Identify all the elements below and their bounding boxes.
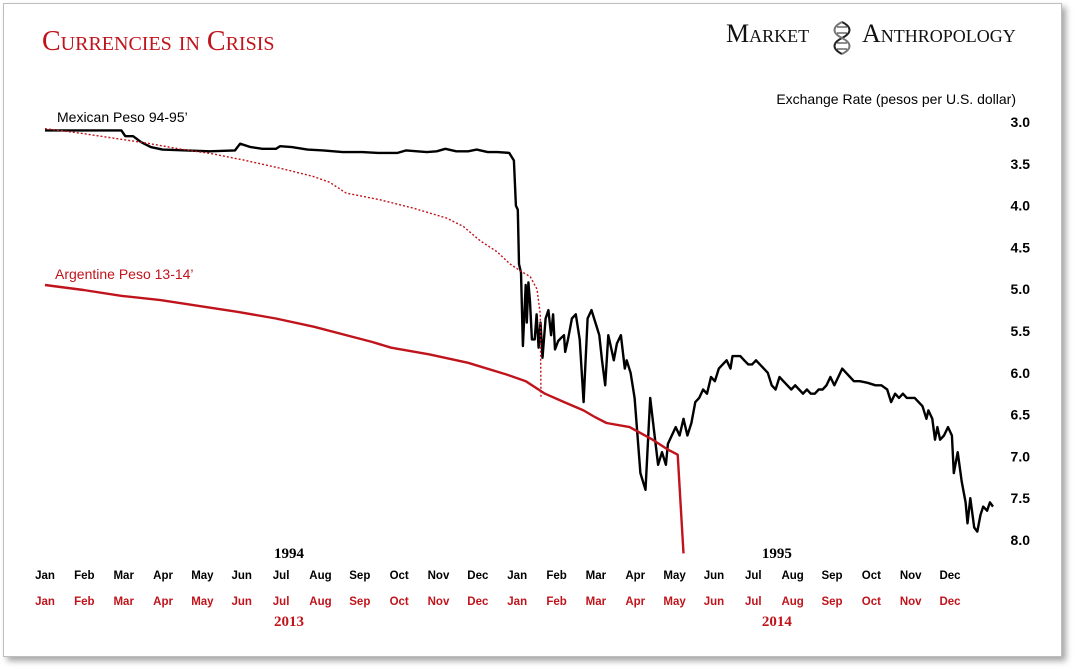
y-tick-label: 3.5 xyxy=(1011,156,1031,172)
x-tick-label-black: Nov xyxy=(900,570,922,582)
x-tick-label-black: Jul xyxy=(745,570,762,582)
series-argentine-peso xyxy=(44,283,685,554)
x-tick-label-black: Aug xyxy=(309,570,331,582)
x-tick-label-red: Sep xyxy=(349,596,370,608)
x-tick-label-black: Sep xyxy=(821,570,842,582)
y-tick-label: 8.0 xyxy=(1011,532,1031,548)
year-label-black: 1994 xyxy=(274,546,305,562)
x-tick-label-black: Feb xyxy=(546,570,566,582)
x-tick-label-red: Aug xyxy=(309,596,331,608)
y-axis-label: Exchange Rate (pesos per U.S. dollar) xyxy=(776,91,1016,107)
x-tick-label-black: Jun xyxy=(232,570,252,582)
x-tick-label-red: Nov xyxy=(428,596,450,608)
y-tick-label: 4.0 xyxy=(1011,198,1031,214)
x-tick-label-black: Apr xyxy=(153,570,173,582)
brand-logo: Market Anthropology xyxy=(726,19,1016,55)
x-tick-label-red: Feb xyxy=(74,596,94,608)
x-tick-label-black: Jul xyxy=(273,570,290,582)
x-tick-label-black: Jun xyxy=(704,570,724,582)
x-tick-label-red: Apr xyxy=(153,596,173,608)
x-tick-label-black: Aug xyxy=(781,570,803,582)
x-tick-label-red: May xyxy=(663,596,686,608)
x-tick-label-black: Mar xyxy=(586,570,607,582)
y-tick-label: 6.5 xyxy=(1011,407,1031,423)
x-tick-label-red: Dec xyxy=(467,596,489,608)
legend-argentine: Argentine Peso 13-14’ xyxy=(55,266,194,282)
x-tick-label-red: Jun xyxy=(232,596,252,608)
x-axis-years: 1994 1995 2013 2014 xyxy=(274,546,792,630)
y-tick-label: 6.0 xyxy=(1011,365,1031,381)
x-tick-label-black: Dec xyxy=(467,570,489,582)
y-tick-label: 7.5 xyxy=(1011,490,1031,506)
x-tick-label-black: Feb xyxy=(74,570,94,582)
x-tick-label-black: May xyxy=(663,570,686,582)
year-label-black: 1995 xyxy=(762,546,792,562)
x-axis-months-1994-1995: Jan Feb Mar Apr May Jun Jul Aug Sep Oct Nov Dec Jan F… xyxy=(35,570,961,582)
x-tick-label-red: Mar xyxy=(113,596,134,608)
x-tick-label-red: Dec xyxy=(939,596,961,608)
x-tick-label-black: Mar xyxy=(113,570,134,582)
x-tick-label-red: Jul xyxy=(273,596,290,608)
x-tick-label-black: May xyxy=(191,570,214,582)
x-tick-label-red: Jul xyxy=(745,596,762,608)
y-axis-ticks: 3.0 3.5 4.0 4.5 5.0 5.5 6.0 6.5 7.0 7.5 8.0 xyxy=(1011,114,1031,548)
x-tick-label-red: Nov xyxy=(900,596,922,608)
x-tick-label-red: Sep xyxy=(821,596,842,608)
year-label-red: 2014 xyxy=(762,614,793,630)
x-tick-label-red: Apr xyxy=(625,596,645,608)
x-tick-label-red: Oct xyxy=(390,596,409,608)
x-tick-label-black: Jan xyxy=(35,570,55,582)
y-tick-label: 3.0 xyxy=(1011,114,1031,130)
y-tick-label: 5.0 xyxy=(1011,281,1031,297)
x-tick-label-red: Jan xyxy=(35,596,55,608)
legend-mexican: Mexican Peso 94-95’ xyxy=(57,109,188,125)
x-tick-label-red: Aug xyxy=(781,596,803,608)
y-tick-label: 7.0 xyxy=(1011,448,1031,464)
year-label-red: 2013 xyxy=(274,614,304,630)
x-tick-label-black: Oct xyxy=(862,570,881,582)
x-tick-label-black: Oct xyxy=(390,570,409,582)
x-tick-label-red: Mar xyxy=(586,596,607,608)
x-axis-months-2013-2014: Jan Feb Mar Apr May Jun Jul Aug Sep Oct Nov Dec Jan F… xyxy=(35,596,961,608)
y-tick-label: 5.5 xyxy=(1011,323,1031,339)
x-tick-label-black: Dec xyxy=(939,570,961,582)
x-tick-label-red: Oct xyxy=(862,596,881,608)
x-tick-label-red: May xyxy=(191,596,214,608)
brand-right: Anthropology xyxy=(862,19,1016,48)
x-tick-label-black: Nov xyxy=(428,570,450,582)
chart-title: Currencies in Crisis xyxy=(42,26,274,57)
x-tick-label-red: Jan xyxy=(507,596,527,608)
dna-helix-icon xyxy=(833,21,851,55)
x-tick-label-black: Jan xyxy=(507,570,527,582)
x-tick-label-red: Feb xyxy=(546,596,566,608)
series-mexican-peso xyxy=(45,129,994,533)
y-tick-label: 4.5 xyxy=(1011,239,1031,255)
series-argentine-peso-overlay xyxy=(44,128,542,398)
x-tick-label-black: Apr xyxy=(625,570,645,582)
series-layer xyxy=(44,128,994,554)
x-tick-label-red: Jun xyxy=(704,596,724,608)
brand-left: Market xyxy=(726,19,809,48)
x-tick-label-black: Sep xyxy=(349,570,370,582)
